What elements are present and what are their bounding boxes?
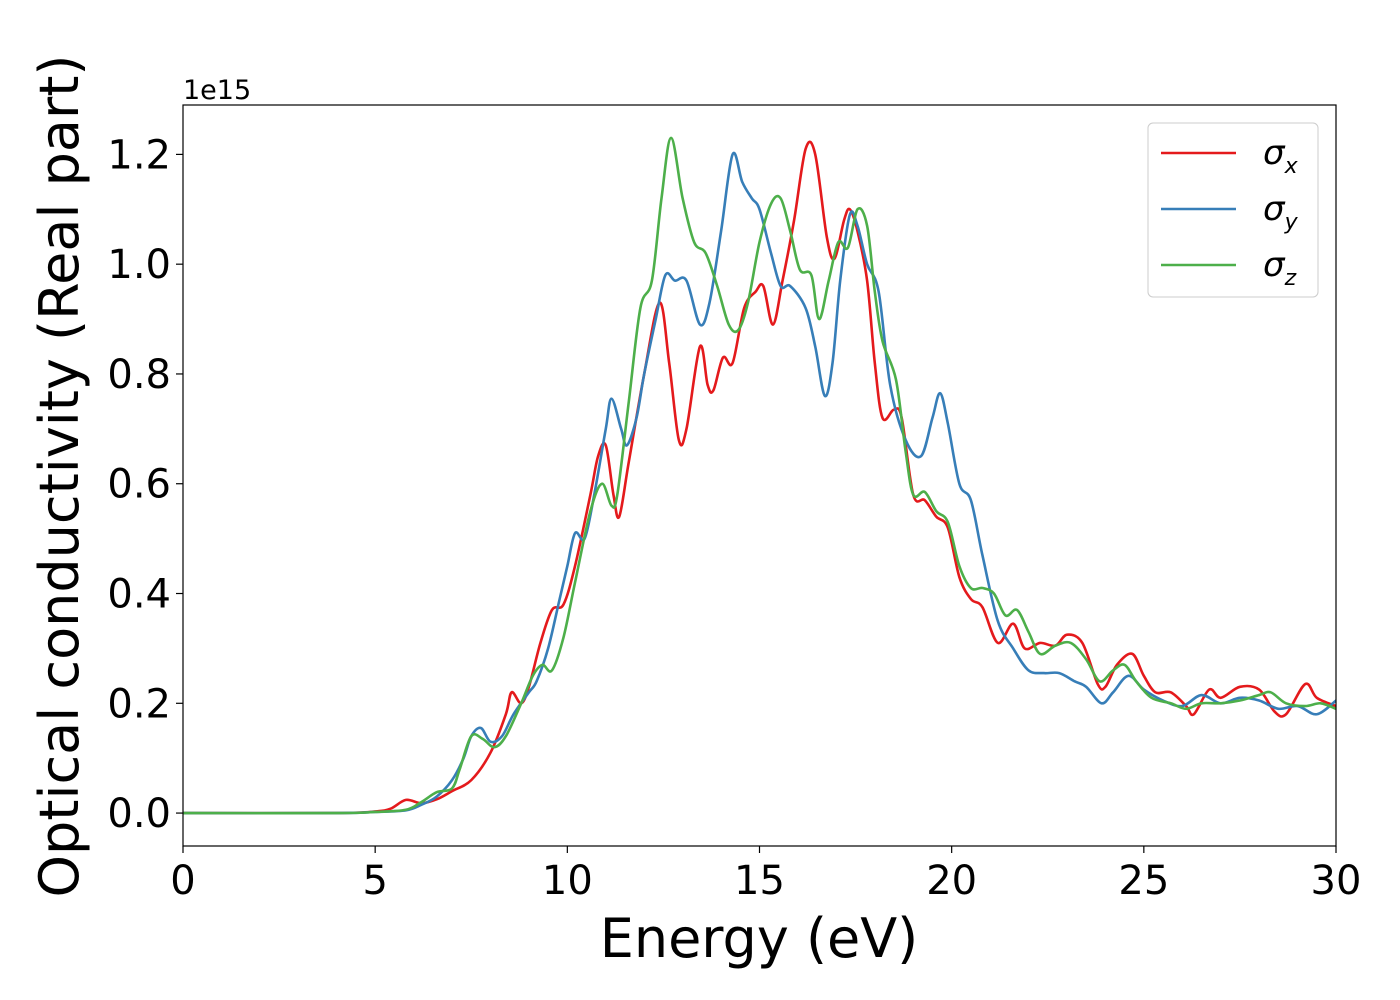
y-offset-label: 1e15 [183,75,251,106]
x-tick-label: 0 [170,858,195,904]
y-tick-label: 0.4 [107,572,171,618]
y-tick-label: 1.2 [107,132,171,178]
x-tick-label: 10 [542,858,593,904]
y-tick-label: 1.0 [107,242,171,288]
x-axis-label: Energy (eV) [600,907,919,970]
x-axis: 0 5 10 15 20 25 30 [170,846,1361,904]
series-line-x [183,140,1336,815]
y-tick-label: 0.8 [107,352,171,398]
legend-label-x: σx [1263,133,1299,179]
y-tick-label: 0.6 [107,462,171,508]
y-axis-label: Optical conductivity (Real part) [28,55,91,898]
series-line-y [183,151,1336,815]
x-tick-label: 25 [1118,858,1169,904]
x-tick-label: 20 [926,858,977,904]
y-tick-label: 0.2 [107,681,171,727]
y-tick-label: 0.0 [107,791,171,837]
x-tick-label: 15 [734,858,785,904]
legend-label-z: σz [1263,245,1297,291]
series-line-z [183,136,1336,815]
x-tick-label: 5 [362,858,387,904]
legend-label-y: σy [1263,189,1299,235]
y-axis: 0.0 0.2 0.4 0.6 0.8 1.0 1.2 [107,132,183,837]
legend: σx σy σz [1147,122,1319,298]
x-tick-label: 30 [1311,858,1362,904]
series-layer [183,136,1336,815]
